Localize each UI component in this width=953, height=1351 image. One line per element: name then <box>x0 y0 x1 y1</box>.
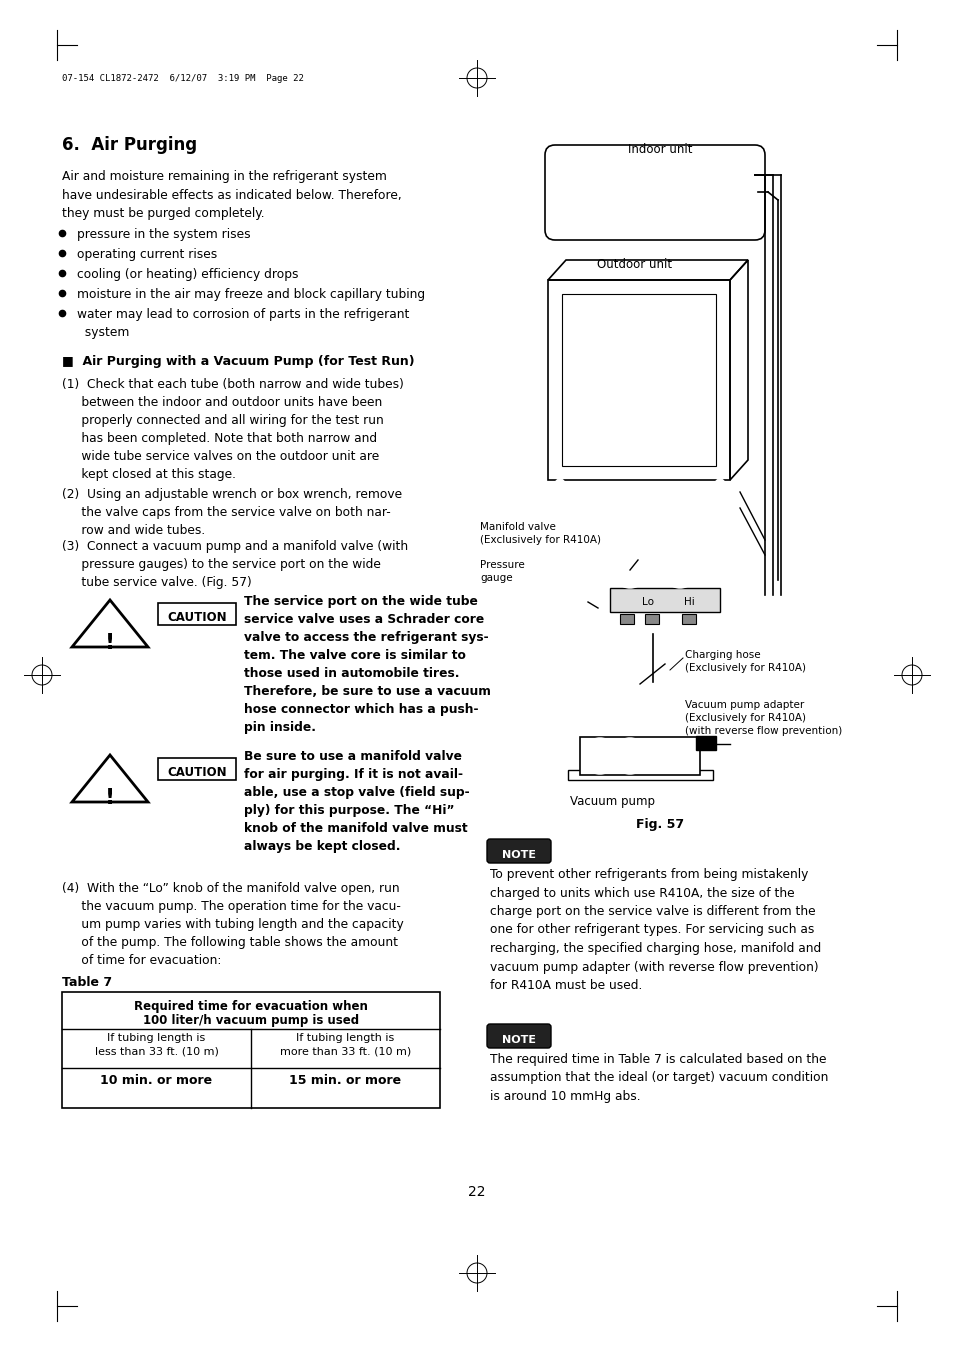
Text: NOTE: NOTE <box>501 850 536 861</box>
Text: Lo: Lo <box>641 597 654 607</box>
Text: Charging hose
(Exclusively for R410A): Charging hose (Exclusively for R410A) <box>684 650 805 673</box>
Circle shape <box>621 748 638 765</box>
Text: water may lead to corrosion of parts in the refrigerant
  system: water may lead to corrosion of parts in … <box>77 308 409 339</box>
FancyBboxPatch shape <box>486 1024 551 1048</box>
Text: Be sure to use a manifold valve
for air purging. If it is not avail-
able, use a: Be sure to use a manifold valve for air … <box>244 750 469 852</box>
Bar <box>696 736 716 750</box>
Text: Vacuum pump adapter
(Exclusively for R410A)
(with reverse flow prevention): Vacuum pump adapter (Exclusively for R41… <box>684 700 841 736</box>
Circle shape <box>714 480 724 489</box>
Text: 6.  Air Purging: 6. Air Purging <box>62 136 197 154</box>
Text: Indoor unit: Indoor unit <box>627 143 692 155</box>
Text: To prevent other refrigerants from being mistakenly
charged to units which use R: To prevent other refrigerants from being… <box>490 867 821 992</box>
Text: (2)  Using an adjustable wrench or box wrench, remove
     the valve caps from t: (2) Using an adjustable wrench or box wr… <box>62 488 402 536</box>
Text: cooling (or heating) efficiency drops: cooling (or heating) efficiency drops <box>77 267 298 281</box>
FancyBboxPatch shape <box>544 145 764 240</box>
Bar <box>158 758 235 780</box>
Circle shape <box>579 588 607 616</box>
Text: The service port on the wide tube
service valve uses a Schrader core
valve to ac: The service port on the wide tube servic… <box>244 594 491 734</box>
Text: !: ! <box>105 634 115 653</box>
Bar <box>644 613 659 624</box>
Circle shape <box>734 503 744 513</box>
Bar <box>567 770 712 780</box>
Text: pressure in the system rises: pressure in the system rises <box>77 228 251 240</box>
Circle shape <box>592 748 607 765</box>
Text: NOTE: NOTE <box>501 1035 536 1046</box>
Circle shape <box>612 553 647 588</box>
Text: operating current rises: operating current rises <box>77 249 217 261</box>
Text: Pressure
gauge: Pressure gauge <box>479 561 524 584</box>
Text: ■  Air Purging with a Vacuum Pump (for Test Run): ■ Air Purging with a Vacuum Pump (for Te… <box>62 355 415 367</box>
Circle shape <box>555 480 564 489</box>
Text: 07-154 CL1872-2472  6/12/07  3:19 PM  Page 22: 07-154 CL1872-2472 6/12/07 3:19 PM Page … <box>62 74 304 82</box>
Text: 15 min. or more: 15 min. or more <box>289 1074 401 1088</box>
Bar <box>62 992 439 1108</box>
Text: Vacuum pump: Vacuum pump <box>570 794 655 808</box>
Text: If tubing length is: If tubing length is <box>296 1034 395 1043</box>
Text: The required time in Table 7 is calculated based on the
assumption that the idea: The required time in Table 7 is calculat… <box>490 1052 827 1102</box>
Text: Table 7: Table 7 <box>62 975 112 989</box>
Text: less than 33 ft. (10 m): less than 33 ft. (10 m) <box>94 1046 218 1056</box>
Bar <box>158 603 235 626</box>
Text: CAUTION: CAUTION <box>167 611 227 624</box>
Text: 22: 22 <box>468 1185 485 1198</box>
Text: Fig. 57: Fig. 57 <box>636 817 683 831</box>
Circle shape <box>661 553 698 588</box>
Text: Air and moisture remaining in the refrigerant system
have undesirable effects as: Air and moisture remaining in the refrig… <box>62 170 401 220</box>
Text: Required time for evacuation when: Required time for evacuation when <box>134 1000 368 1013</box>
Text: (1)  Check that each tube (both narrow and wide tubes)
     between the indoor a: (1) Check that each tube (both narrow an… <box>62 378 403 481</box>
Bar <box>619 613 634 624</box>
Text: Hi: Hi <box>683 597 694 607</box>
Text: more than 33 ft. (10 m): more than 33 ft. (10 m) <box>279 1046 411 1056</box>
Text: 100 liter/h vacuum pump is used: 100 liter/h vacuum pump is used <box>143 1015 358 1027</box>
Text: moisture in the air may freeze and block capillary tubing: moisture in the air may freeze and block… <box>77 288 425 301</box>
Circle shape <box>581 738 618 774</box>
FancyBboxPatch shape <box>486 839 551 863</box>
Bar <box>579 738 700 775</box>
Text: Manifold valve
(Exclusively for R410A): Manifold valve (Exclusively for R410A) <box>479 521 600 546</box>
Text: (4)  With the “Lo” knob of the manifold valve open, run
     the vacuum pump. Th: (4) With the “Lo” knob of the manifold v… <box>62 882 403 967</box>
Text: 10 min. or more: 10 min. or more <box>100 1074 213 1088</box>
Bar <box>609 588 720 612</box>
Text: !: ! <box>105 788 115 808</box>
Circle shape <box>734 485 744 494</box>
Text: If tubing length is: If tubing length is <box>108 1034 206 1043</box>
Bar <box>681 613 696 624</box>
Circle shape <box>612 738 647 774</box>
Text: Outdoor unit: Outdoor unit <box>597 258 672 272</box>
Text: CAUTION: CAUTION <box>167 766 227 780</box>
Text: (3)  Connect a vacuum pump and a manifold valve (with
     pressure gauges) to t: (3) Connect a vacuum pump and a manifold… <box>62 540 408 589</box>
